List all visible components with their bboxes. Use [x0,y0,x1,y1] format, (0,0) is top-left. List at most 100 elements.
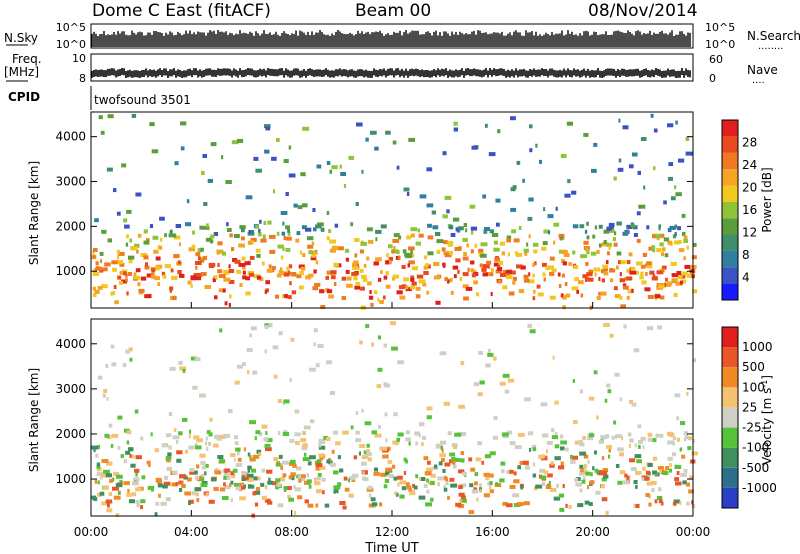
data-cell [620,260,626,265]
data-cell [561,273,565,278]
data-cell [523,274,529,279]
colorbar-tick-label: -500 [742,461,769,475]
data-cell [110,344,115,349]
data-cell [300,474,306,479]
data-cell [606,383,611,388]
data-cell [444,195,452,200]
data-cell [466,243,469,248]
data-cell [373,467,378,472]
data-cell [543,207,546,212]
data-cell [287,494,291,499]
data-cell [691,500,694,505]
data-cell [587,485,590,490]
data-cell [401,486,406,491]
data-cell [299,285,304,290]
data-cell [480,242,488,247]
data-cell [410,277,415,282]
data-cell [360,274,367,279]
data-cell [510,270,516,275]
data-cell [618,118,621,123]
data-cell [415,474,419,479]
data-cell [603,271,609,276]
data-cell [221,155,224,160]
data-cell [587,459,590,464]
data-cell [283,159,289,163]
data-cell [154,276,160,281]
x-tick-label: 20:00 [575,525,610,539]
data-cell [101,459,109,463]
data-cell [298,477,306,481]
data-cell [692,242,697,247]
data-cell [452,464,457,469]
data-cell [623,285,629,290]
data-cell [282,247,285,252]
data-cell [189,470,197,475]
data-cell [423,483,428,488]
data-cell [560,440,567,445]
data-cell [155,501,160,506]
data-cell [289,462,296,466]
data-cell [471,489,479,494]
data-cell [517,465,521,470]
data-cell [675,120,678,125]
data-cell [162,274,167,279]
data-cell [249,454,252,459]
data-cell [679,500,682,505]
cpid-panel: CPID twofsound 3501 [8,86,191,110]
data-cell [219,434,227,439]
data-cell [538,454,545,459]
data-cell [299,250,302,255]
data-cell [608,448,611,453]
data-cell [601,497,608,502]
data-cell [223,270,230,275]
data-cell [171,275,178,280]
data-cell [92,271,100,276]
nave-tick-top: 60 [709,53,723,66]
data-cell [549,295,556,300]
data-cell [113,188,117,193]
data-cell [91,495,97,500]
data-cell [498,280,501,285]
data-cell [474,481,478,486]
data-cell [579,464,584,469]
data-cell [683,256,686,261]
data-cell [370,497,376,502]
data-cell [408,246,415,251]
data-cell [516,502,524,506]
data-cell [527,216,533,221]
data-cell [389,321,396,326]
data-cell [489,486,492,490]
data-cell [436,249,441,254]
data-cell [325,275,330,280]
data-cell [301,203,308,208]
data-cell [657,495,663,500]
colorbar-cell [722,283,738,300]
data-cell [493,356,497,361]
data-cell [619,278,626,283]
data-cell [175,440,179,445]
data-cell [317,473,322,477]
data-cell [547,473,553,478]
data-cell [601,456,605,461]
data-cell [299,271,305,275]
data-cell [289,281,292,286]
data-cell [409,491,416,496]
data-cell [392,274,399,279]
data-cell [559,434,564,439]
data-cell [280,463,283,468]
data-cell [493,262,501,267]
data-cell [507,252,510,257]
data-cell [341,276,347,281]
data-cell [450,290,454,295]
data-cell [396,165,400,170]
data-cell [633,480,638,484]
data-cell [208,262,216,267]
data-cell [628,443,631,448]
data-cell [248,230,251,234]
data-cell [241,471,246,476]
data-cell [260,482,265,487]
data-cell [351,473,359,478]
data-cell [579,224,585,229]
data-cell [326,211,330,215]
